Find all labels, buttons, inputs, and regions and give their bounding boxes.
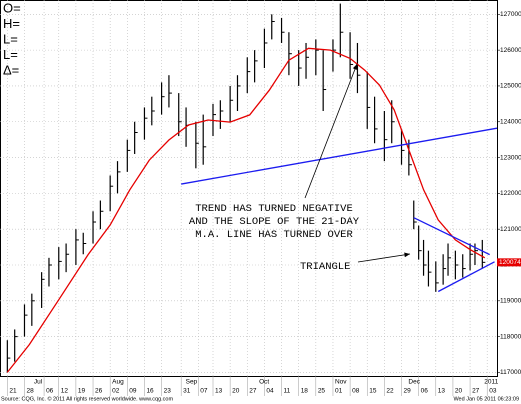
month-label: Aug xyxy=(112,379,124,386)
x-tick-label: 18 xyxy=(301,388,309,395)
x-tick-label: 04 xyxy=(266,388,274,395)
x-tick-label: 06 xyxy=(421,388,429,395)
x-tick-label: 07 xyxy=(200,388,208,395)
x-tick-label: 21 xyxy=(9,388,17,395)
x-tick-label: 31 xyxy=(183,388,191,395)
annotation: TREND HAS TURNED NEGATIVE xyxy=(195,203,353,215)
footer-time: Wed Jan 05 2011 06:23:09 xyxy=(453,396,519,402)
arrow xyxy=(304,63,358,199)
last-price-label: 120074 xyxy=(499,259,521,266)
legend-label: L= xyxy=(3,47,18,62)
marks xyxy=(6,3,498,373)
legend-label: H= xyxy=(3,16,20,31)
x-tick-label: 08 xyxy=(352,388,360,395)
x-tick-label: 27 xyxy=(472,388,480,395)
month-label: 2011 xyxy=(484,379,498,386)
month-label: Sep xyxy=(186,379,198,386)
month-label: Nov xyxy=(335,379,347,386)
x-tick-label: 15 xyxy=(369,388,377,395)
y-tick-label: 125000 xyxy=(500,83,521,90)
trendline xyxy=(413,217,490,256)
x-tick-label: 20 xyxy=(232,388,240,395)
x-tick-label: 22 xyxy=(386,388,394,395)
x-tick-label: 23 xyxy=(164,388,172,395)
y-tick-label: 119000 xyxy=(500,298,521,305)
triangle-label: TRIANGLE xyxy=(300,261,350,273)
x-tick-label: 26 xyxy=(95,388,103,395)
y-tick-label: 126000 xyxy=(500,47,521,54)
x-tick-label: 03 xyxy=(489,388,497,395)
x-tick-label: 16 xyxy=(146,388,154,395)
x-tick-label: 13 xyxy=(438,388,446,395)
annotation: AND THE SLOPE OF THE 21-DAY xyxy=(189,216,360,228)
x-tick-label: 13 xyxy=(215,388,223,395)
legend-label: Δ= xyxy=(3,62,19,77)
month-label: Dec xyxy=(408,379,420,386)
last-price-box xyxy=(497,258,521,267)
month-label: Jul xyxy=(34,379,43,386)
x-tick-label: 25 xyxy=(318,388,326,395)
x-tick-label: 20 xyxy=(455,388,463,395)
month-label: Oct xyxy=(259,379,269,386)
moving-average xyxy=(6,47,486,373)
x-tick-label: 06 xyxy=(46,388,54,395)
x-tick-label: 01 xyxy=(335,388,343,395)
legend-label: L= xyxy=(3,31,18,46)
trendline xyxy=(437,261,495,293)
y-tick-label: 118000 xyxy=(500,333,521,340)
y-tick-label: 123000 xyxy=(500,154,521,161)
trendline xyxy=(181,127,498,185)
arrow xyxy=(357,252,411,263)
x-tick-label: 28 xyxy=(26,388,34,395)
y-tick-label: 122000 xyxy=(500,190,521,197)
x-tick-label: 27 xyxy=(249,388,257,395)
annotation: M.A. LINE HAS TURNED OVER xyxy=(195,229,353,241)
x-tick-label: 09 xyxy=(129,388,137,395)
y-tick-label: 124000 xyxy=(500,118,521,125)
y-tick-label: 121000 xyxy=(500,226,521,233)
x-tick-label: 19 xyxy=(78,388,86,395)
y-tick-label: 127000 xyxy=(500,11,521,18)
y-tick-label: 117000 xyxy=(500,369,521,376)
x-tick-label: 02 xyxy=(112,388,120,395)
x-tick-label: 29 xyxy=(404,388,412,395)
legend-label: O= xyxy=(3,0,21,15)
plot-frame xyxy=(0,0,498,377)
x-tick-label: 12 xyxy=(61,388,69,395)
x-tick-label: 11 xyxy=(284,388,291,395)
footer-source: Source: CQG, Inc. © 2011 All rights rese… xyxy=(1,395,173,402)
